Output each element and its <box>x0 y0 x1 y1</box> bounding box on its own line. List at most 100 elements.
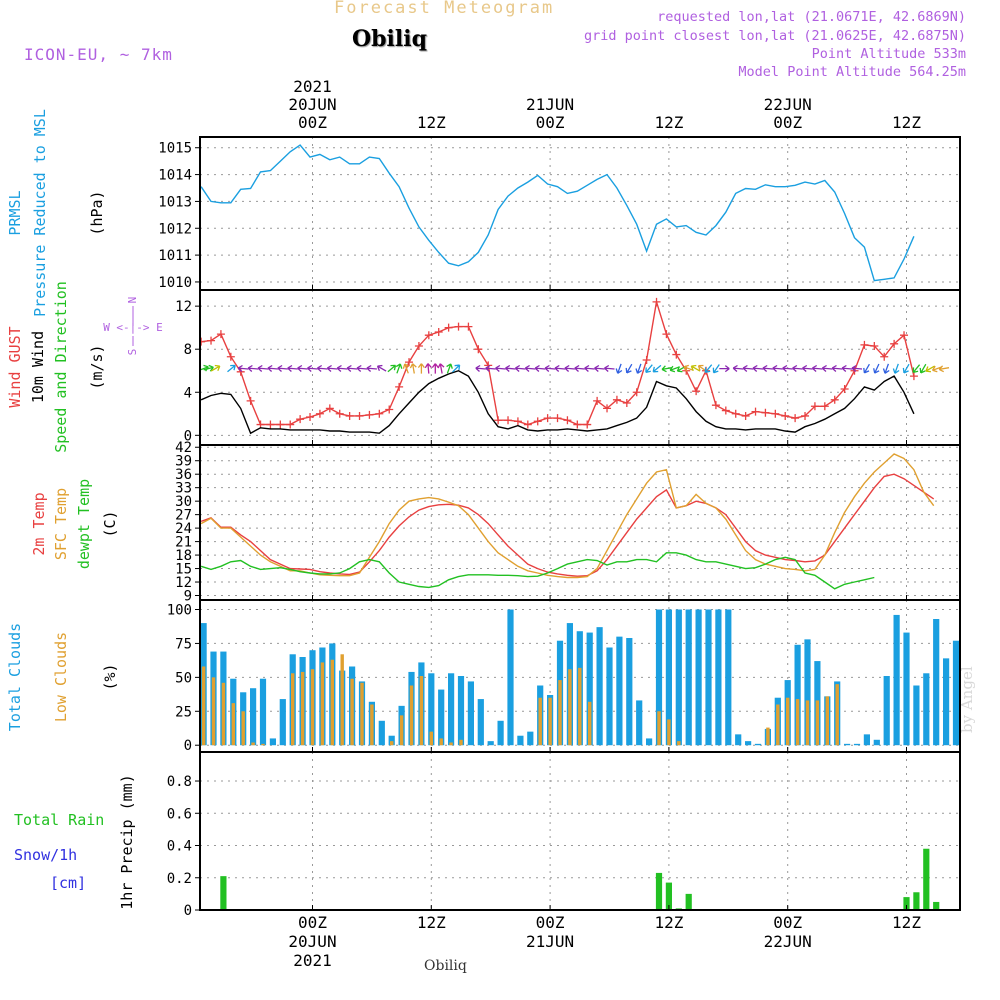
wind-arrow <box>452 364 461 373</box>
wind-arrow <box>336 364 348 372</box>
bar-total-clouds <box>715 609 722 746</box>
y-tick-label: 24 <box>175 521 192 537</box>
bottom-year-label: 2021 <box>293 951 332 970</box>
bar-total-rain <box>903 897 910 910</box>
gust-marker <box>583 420 592 429</box>
requested-coords: requested lon,lat (21.0671E, 42.6869N) <box>657 9 966 25</box>
panel-4: 0 0.2 0.4 0.6 0.8 1hr Precip (mm) Total Rain Sn… <box>14 751 961 919</box>
wind-arrow <box>704 364 713 374</box>
bar-total-clouds <box>754 743 762 746</box>
wind-arrow <box>402 363 410 374</box>
gust-marker <box>306 413 315 422</box>
wind-arrow <box>925 365 935 373</box>
bar-low-clouds <box>578 667 582 746</box>
gust-marker <box>830 395 839 404</box>
bar-total-clouds <box>279 699 286 746</box>
gust-marker <box>810 402 819 411</box>
gust-marker <box>434 327 443 336</box>
wind-arrow <box>524 364 536 372</box>
wind-arrow <box>652 364 662 373</box>
bar-total-clouds <box>250 688 257 746</box>
bar-low-clouds <box>558 680 562 746</box>
bar-low-clouds <box>389 741 394 746</box>
bottom-date-label: 21JUN <box>526 932 574 951</box>
y-axis-label: 1hr Precip (mm) <box>118 774 136 909</box>
y-tick-label: 12 <box>175 575 192 591</box>
bar-total-rain <box>655 872 663 910</box>
series-label: 2m Temp <box>30 492 48 555</box>
wind-arrow <box>485 364 496 372</box>
gust-marker <box>890 339 899 348</box>
bar-low-clouds <box>429 731 434 746</box>
top-date-label: 22JUN <box>764 95 812 114</box>
wind-arrow <box>417 363 425 374</box>
wind-arrow <box>635 363 643 374</box>
gust-marker <box>385 405 394 414</box>
wind-arrow <box>446 363 453 374</box>
bar-low-clouds <box>241 711 245 746</box>
bar-low-clouds <box>459 739 463 746</box>
bar-total-clouds <box>507 609 514 746</box>
wind-arrow <box>892 363 900 374</box>
wind-arrow <box>227 364 236 373</box>
gust-marker <box>791 414 800 423</box>
bar-total-clouds <box>497 720 504 746</box>
gust-marker <box>504 416 513 425</box>
gust-marker <box>207 336 216 345</box>
gust-marker <box>315 409 324 418</box>
wind-arrow <box>919 363 927 374</box>
gust-marker <box>454 322 463 331</box>
bar-low-clouds <box>835 684 839 746</box>
bottom-hour-label: 12Z <box>417 913 446 932</box>
wind-arrow <box>326 364 338 372</box>
y-tick-label: 0.8 <box>167 774 192 790</box>
wind-arrow <box>424 363 432 374</box>
gust-marker <box>603 404 612 413</box>
y-tick-label: 0.4 <box>167 839 192 855</box>
bar-low-clouds <box>825 696 830 746</box>
gust-marker <box>533 417 542 426</box>
wind-arrow <box>366 364 377 372</box>
y-tick-label: 15 <box>175 562 192 578</box>
gust-marker <box>721 406 730 415</box>
gust-marker <box>335 409 344 418</box>
wind-arrow <box>247 364 259 372</box>
gridpoint-coords: grid point closest lon,lat (21.0625E, 42… <box>583 28 966 44</box>
bar-total-clouds <box>893 614 900 746</box>
gust-marker <box>840 385 849 394</box>
wind-arrow <box>287 364 298 372</box>
wind-arrow <box>277 364 288 372</box>
bar-low-clouds <box>449 742 453 746</box>
bottom-hour-label: 12Z <box>654 913 683 932</box>
gust-marker <box>612 395 621 404</box>
bar-low-clouds <box>300 671 305 746</box>
wind-arrow <box>762 364 773 372</box>
bar-low-clouds <box>320 662 325 746</box>
bar-total-clouds <box>457 676 465 746</box>
bar-low-clouds <box>548 697 552 746</box>
gust-marker <box>761 408 770 417</box>
bottom-hour-label: 00Z <box>298 913 327 932</box>
y-tick-label: 27 <box>175 508 192 524</box>
wind-arrow <box>387 364 397 373</box>
top-hour-label: 12Z <box>892 113 921 132</box>
bar-total-clouds <box>844 743 851 746</box>
plot-area <box>220 848 940 910</box>
bottom-hour-label: 12Z <box>892 913 921 932</box>
compass: N W <-|-> E S <box>103 297 163 356</box>
panel-0: 1010 1011 1012 1013 1014 1015 (hPa) PRMSL Pressu… <box>6 109 961 317</box>
wind-arrow <box>851 364 863 372</box>
wind-arrow <box>669 365 680 373</box>
y-tick-label: 21 <box>175 535 192 551</box>
wind-arrow <box>297 364 308 372</box>
bar-total-clouds <box>913 685 920 746</box>
gust-marker <box>751 407 760 416</box>
bar-total-clouds <box>378 720 385 746</box>
gust-marker <box>513 417 522 426</box>
gust-marker <box>325 404 334 413</box>
y-tick-label: 0.6 <box>167 806 192 822</box>
series-label: 10m Wind <box>29 331 47 403</box>
bar-low-clouds <box>766 727 770 746</box>
